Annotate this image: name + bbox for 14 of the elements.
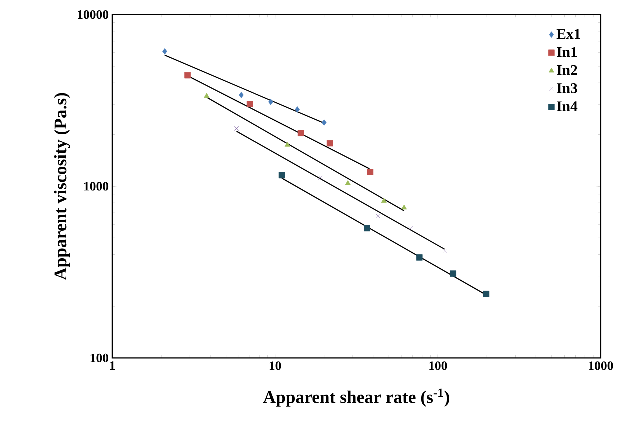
x-tick-label: 100: [430, 362, 448, 370]
legend-label: In4: [557, 102, 578, 112]
x-axis-title: Apparent shear rate (s$^{-1}$): [263, 388, 450, 407]
y-tick-label: 10000: [78, 10, 109, 20]
legend-label: In2: [557, 65, 578, 76]
x-tick-label: 1000: [589, 362, 614, 370]
x-tick-label: 1: [110, 362, 116, 370]
y-tick-label: 1000: [84, 182, 109, 191]
legend-label: Ex1: [556, 29, 580, 39]
y-tick-label: 100: [90, 354, 109, 362]
legend-label: In1: [557, 47, 578, 58]
legend-label: In3: [557, 84, 578, 94]
y-axis-title: Apparent viscosity (Pa.s): [54, 93, 70, 280]
x-tick-label: 10: [270, 362, 282, 370]
